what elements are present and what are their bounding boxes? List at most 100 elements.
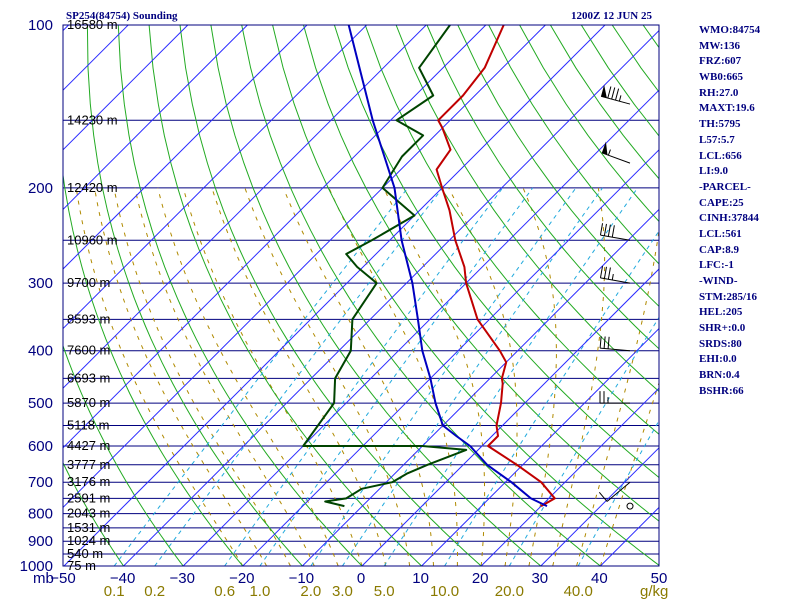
isotherm-line [540, 447, 659, 566]
pressure-axis-labels: 100 200 300 400 500 600 700 800 900 1000 [20, 17, 53, 575]
sounding-index-item: SHR+:0.0 [699, 322, 746, 335]
mixing-ratio-tick-label: 0.2 [144, 583, 165, 600]
dry-adiabat-line [488, 25, 659, 265]
temperature-tick-label: −10 [289, 570, 314, 587]
wind-barb-flag [599, 266, 604, 278]
moist-adiabat-line [576, 226, 659, 566]
temperature-tick-label: −30 [169, 570, 194, 587]
wind-barb-flag [599, 223, 604, 236]
sounding-index-item: STM:285/16 [699, 290, 758, 303]
isotherm-line [63, 25, 606, 566]
mixing-ratio-tick-label: 40.0 [564, 583, 593, 600]
pressure-label: 1000 [20, 558, 53, 575]
pressure-label: 100 [28, 17, 53, 34]
moist-adiabat-line [448, 187, 518, 566]
dry-adiabat-line [272, 25, 659, 566]
wind-barb-flag [603, 336, 606, 349]
isotherm-line [63, 25, 427, 389]
height-label: 10960 m [67, 232, 118, 247]
dry-adiabat-line [148, 25, 422, 566]
temperature-profile [435, 25, 556, 507]
wind-barb-flag [607, 336, 610, 349]
dry-adiabat-line [426, 25, 659, 350]
sounding-index-item: L57:5.7 [699, 133, 735, 146]
dry-adiabat-line [303, 25, 659, 522]
sounding-index-item: BRN:0.4 [699, 369, 740, 382]
height-label: 540 m [67, 546, 103, 561]
wind-barb-pennant [601, 141, 608, 155]
wind-barb-flag [611, 225, 615, 238]
moist-adiabat-grid [75, 187, 659, 566]
sounding-index-item: LCL:656 [699, 149, 742, 162]
moist-adiabat-line [134, 187, 315, 566]
dry-adiabat-line [63, 171, 244, 566]
isotherm-line [63, 25, 487, 449]
height-label: 12420 m [67, 180, 118, 195]
wind-barb-staff [600, 277, 631, 284]
mixing-ratio-tick-label: 20.0 [495, 583, 524, 600]
sounding-index-item: MW:136 [699, 39, 740, 52]
moist-adiabat-line [75, 187, 244, 566]
isotherm-line [63, 25, 248, 211]
parcel-profile [347, 25, 548, 508]
dewpoint-profile [302, 25, 468, 508]
height-label: 16580 m [67, 17, 118, 32]
height-label: 3176 m [67, 474, 110, 489]
dry-adiabat-line [241, 25, 601, 566]
mixing-ratio-line [444, 230, 659, 566]
sounding-index-item: -PARCEL- [699, 180, 751, 193]
wind-barb-flag [611, 87, 616, 100]
isotherm-line [361, 268, 659, 566]
dry-adiabat-line [179, 25, 482, 566]
isotherm-grid [63, 25, 659, 566]
temperature-tick-label: 40 [591, 570, 608, 587]
wind-barb-half-flag [611, 274, 614, 281]
moist-adiabat-line [328, 187, 458, 566]
isotherm-line [242, 149, 659, 566]
isotherm-line [63, 25, 189, 151]
isotherm-line [63, 25, 308, 270]
sounding-index-item: CAPE:25 [699, 196, 744, 209]
isotherm-line [63, 25, 367, 330]
height-label: 1531 m [67, 520, 110, 535]
pressure-unit-label: mb [33, 570, 54, 587]
sounding-index-item: CAP:8.9 [699, 243, 740, 256]
isotherm-line [63, 25, 546, 509]
height-label: 1024 m [67, 533, 110, 548]
height-label: 8593 m [67, 311, 110, 326]
pressure-label: 600 [28, 438, 53, 455]
mixing-ratio-tick-label: 10.0 [430, 583, 459, 600]
sounding-index-item: RH:27.0 [699, 86, 739, 99]
wind-barb-staff [601, 152, 631, 164]
wind-barb-flag [615, 88, 620, 101]
sounding-index-item: EHI:0.0 [699, 353, 737, 366]
pressure-label: 200 [28, 180, 53, 197]
sounding-index-item: TH:5795 [699, 118, 741, 131]
temperature-tick-label: 30 [531, 570, 548, 587]
dry-adiabat-line [395, 25, 659, 393]
mixing-ratio-line [154, 187, 444, 566]
isotherm-line [480, 387, 659, 566]
sounding-index-item: MAXT:19.6 [699, 102, 755, 115]
pressure-label: 400 [28, 343, 53, 360]
sounding-index-item: CINH:37844 [699, 212, 759, 225]
pressure-label: 900 [28, 533, 53, 550]
height-label: 7600 m [67, 343, 110, 358]
dry-adiabat-line [86, 25, 303, 566]
wind-barb-staff [600, 234, 631, 241]
height-label: 6693 m [67, 370, 110, 385]
mixing-ratio-line [113, 187, 409, 566]
observation-time: 1200Z 12 JUN 25 [571, 10, 652, 22]
sounding-index-item: BSHR:66 [699, 384, 744, 397]
moist-adiabat-line [552, 187, 606, 566]
height-labels: 16580 m 14230 m 12420 m 10960 m 9700 m 8593 m… [67, 17, 118, 573]
wind-barb-flag [598, 491, 608, 502]
dry-adiabat-line [210, 25, 542, 566]
mixing-ratio-tick-label: 2.0 [300, 583, 321, 600]
pressure-label: 800 [28, 506, 53, 523]
mixing-ratio-tick-label: 5.0 [374, 583, 395, 600]
sounding-index-item: LFC:-1 [699, 259, 734, 272]
wind-barb-flag [607, 224, 611, 237]
sounding-index-item: WB0:665 [699, 71, 743, 84]
